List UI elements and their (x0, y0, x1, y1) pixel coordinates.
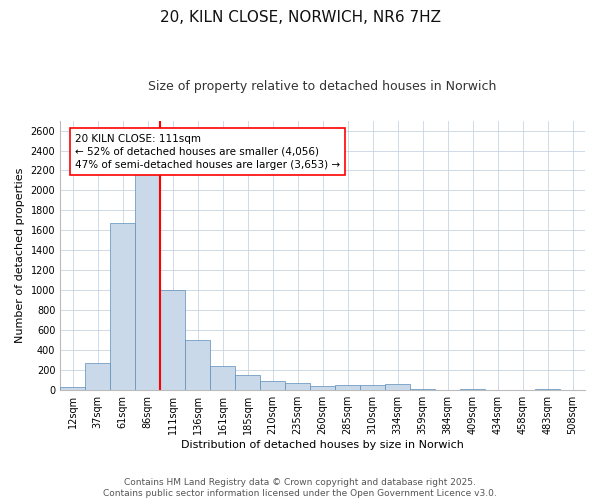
Bar (160, 290, 185, 390)
Bar (110, 224, 135, 390)
Text: 20, KILN CLOSE, NORWICH, NR6 7HZ: 20, KILN CLOSE, NORWICH, NR6 7HZ (160, 10, 440, 25)
Bar (460, 389, 485, 390)
Bar (135, 174, 160, 390)
Bar (410, 389, 435, 390)
Bar (310, 386, 335, 390)
Bar (335, 385, 360, 390)
Bar (85, 363, 110, 390)
Bar (535, 389, 560, 390)
Bar (260, 381, 285, 390)
Bar (235, 375, 260, 390)
Bar (210, 366, 235, 390)
Bar (360, 385, 385, 390)
Bar (285, 383, 310, 390)
Bar (385, 384, 410, 390)
Y-axis label: Number of detached properties: Number of detached properties (15, 168, 25, 343)
X-axis label: Distribution of detached houses by size in Norwich: Distribution of detached houses by size … (181, 440, 464, 450)
Bar (60, 387, 85, 390)
Title: Size of property relative to detached houses in Norwich: Size of property relative to detached ho… (148, 80, 497, 93)
Text: Contains HM Land Registry data © Crown copyright and database right 2025.
Contai: Contains HM Land Registry data © Crown c… (103, 478, 497, 498)
Bar (185, 340, 210, 390)
Text: 20 KILN CLOSE: 111sqm
← 52% of detached houses are smaller (4,056)
47% of semi-d: 20 KILN CLOSE: 111sqm ← 52% of detached … (75, 134, 340, 170)
